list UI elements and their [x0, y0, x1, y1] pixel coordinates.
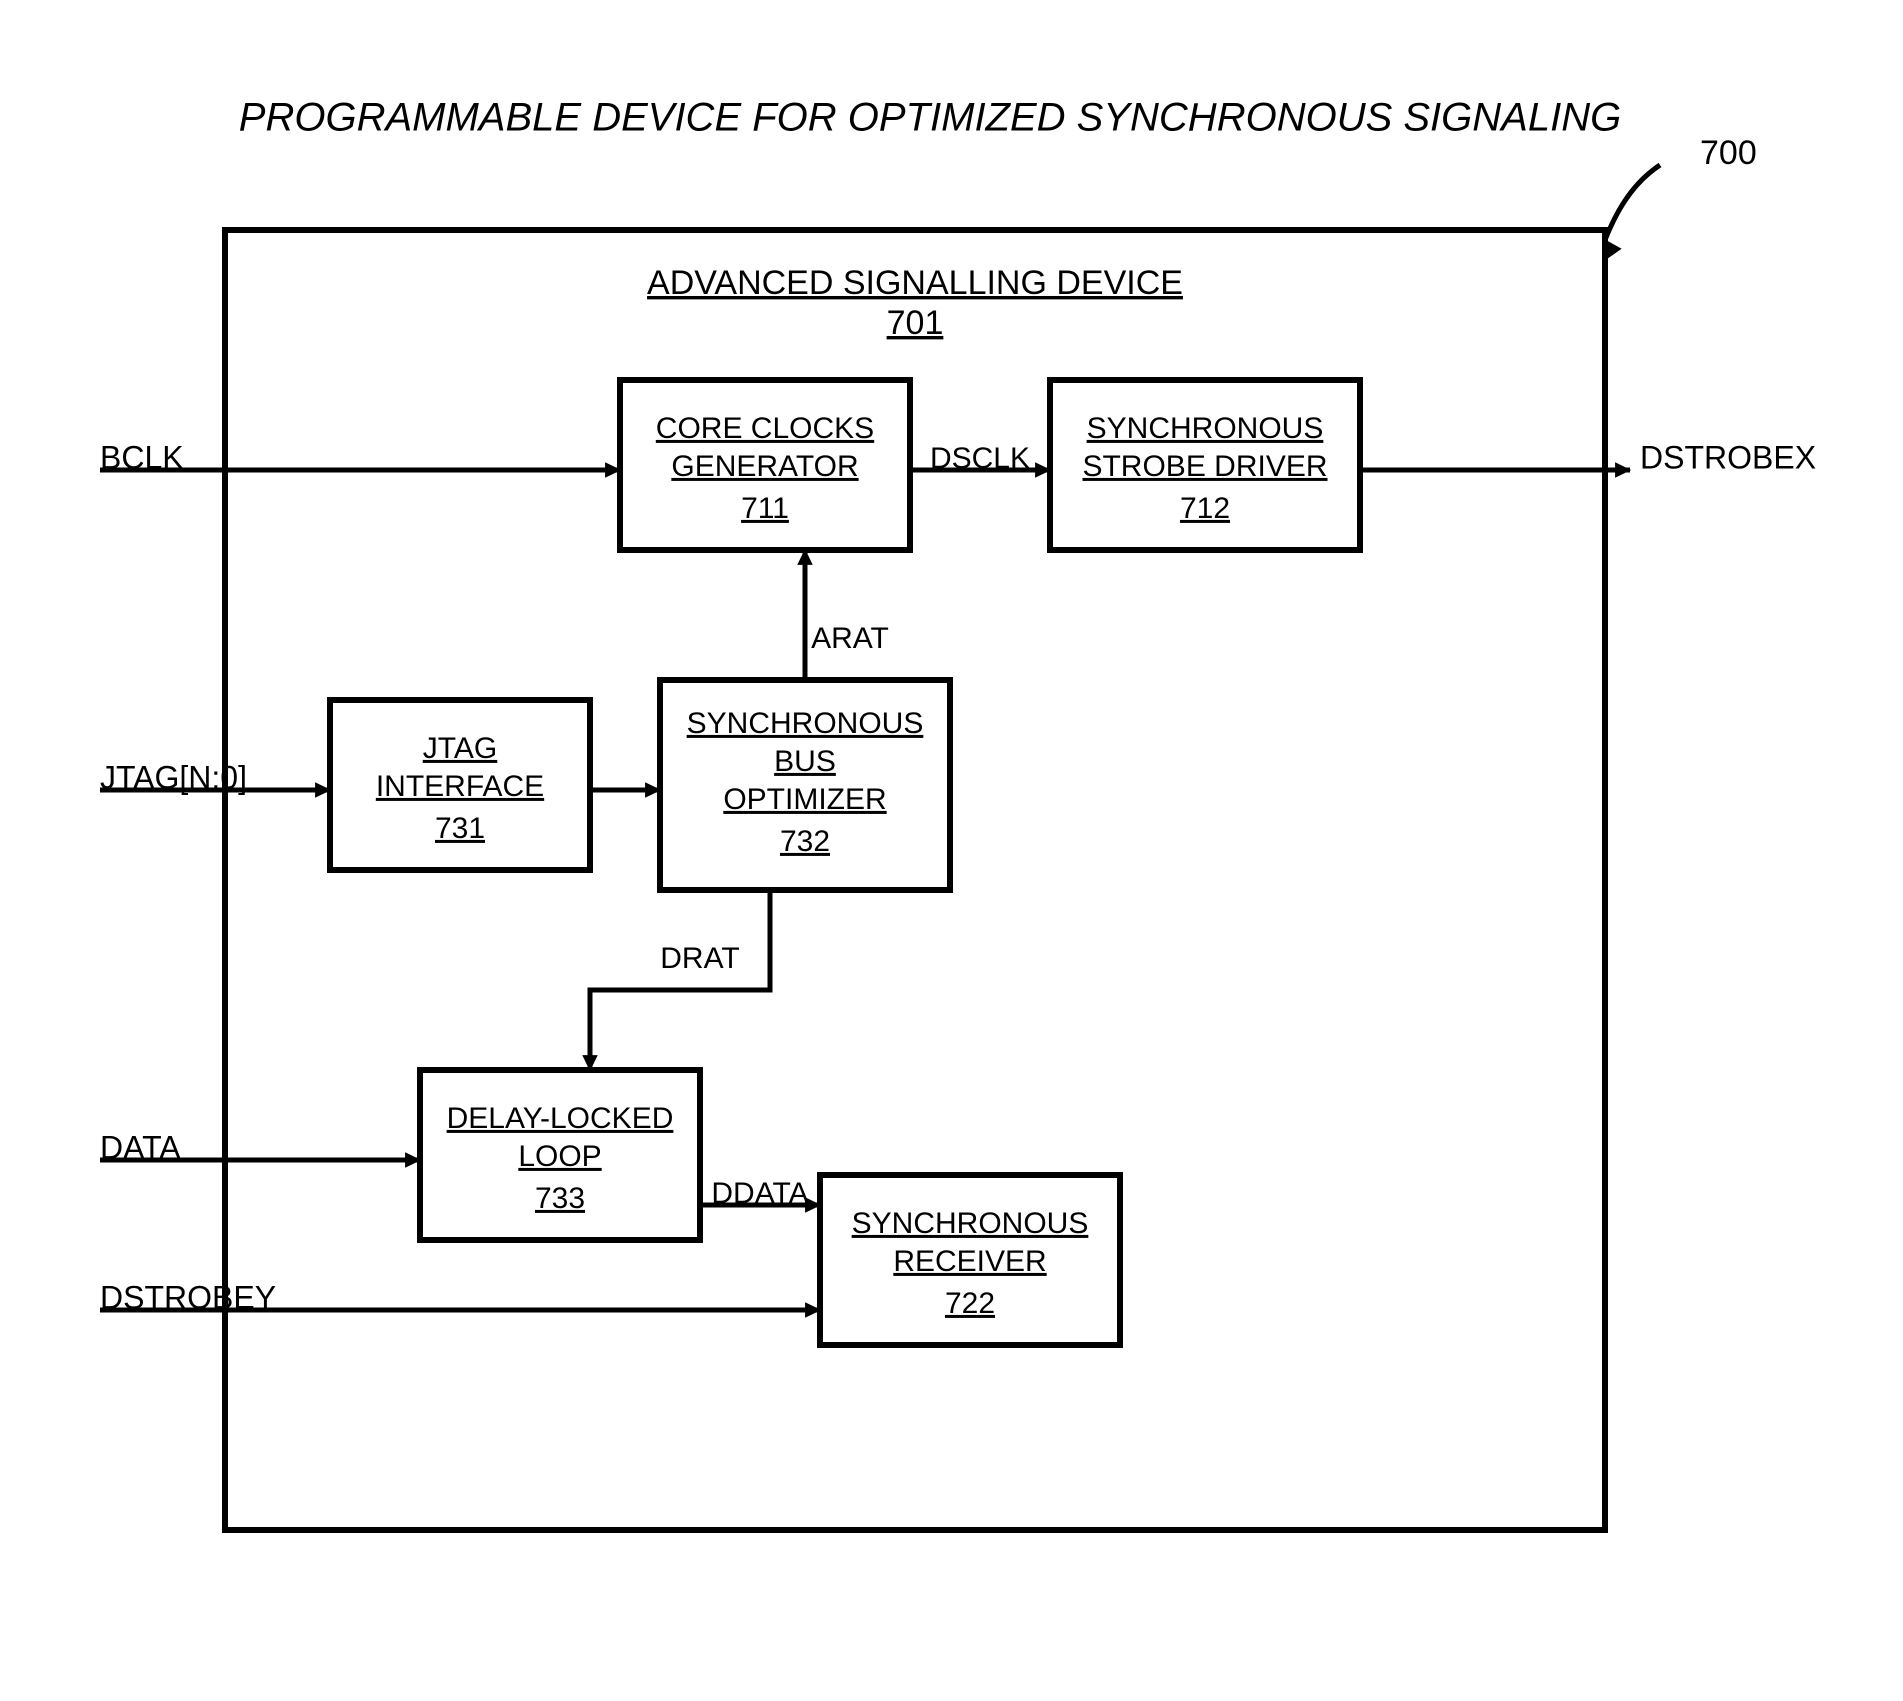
block-core_clocks-line0: CORE CLOCKS: [656, 412, 874, 445]
sig-DDATA: DDATA: [711, 1177, 808, 1210]
sig-ARAT: ARAT: [811, 622, 889, 655]
block-receiver-line2: 722: [945, 1287, 995, 1320]
ext-DSTROBEY: DSTROBEY: [100, 1279, 276, 1315]
outer-ref: 701: [887, 304, 944, 342]
block-dll-line2: 733: [535, 1182, 585, 1215]
block-receiver-line1: RECEIVER: [893, 1245, 1046, 1278]
block-bus_opt-line2: OPTIMIZER: [723, 783, 886, 816]
block-jtag_if-line1: INTERFACE: [376, 770, 544, 803]
block-bus_opt-line0: SYNCHRONOUS: [687, 707, 924, 740]
block-strobe_driver-line1: STROBE DRIVER: [1082, 450, 1327, 483]
ext-BCLK: BCLK: [100, 439, 184, 475]
block-dll-line1: LOOP: [518, 1140, 601, 1173]
block-bus_opt-line1: BUS: [774, 745, 836, 778]
outer-title: ADVANCED SIGNALLING DEVICE: [647, 264, 1183, 302]
page-title: PROGRAMMABLE DEVICE FOR OPTIMIZED SYNCHR…: [239, 96, 1621, 140]
sig-DSCLK: DSCLK: [930, 442, 1030, 475]
diagram-canvas: PROGRAMMABLE DEVICE FOR OPTIMIZED SYNCHR…: [0, 0, 1903, 1701]
block-strobe_driver-line0: SYNCHRONOUS: [1087, 412, 1324, 445]
block-dll-line0: DELAY-LOCKED: [447, 1102, 674, 1135]
sig-DRAT: DRAT: [660, 942, 739, 975]
ext-DATA: DATA: [100, 1129, 181, 1165]
block-core_clocks-line2: 711: [741, 492, 789, 525]
ext-DSTROBEX: DSTROBEX: [1640, 439, 1816, 475]
block-receiver-line0: SYNCHRONOUS: [852, 1207, 1089, 1240]
block-core_clocks-line1: GENERATOR: [671, 450, 858, 483]
block-jtag_if-line0: JTAG: [423, 732, 497, 765]
figure-ref: 700: [1700, 134, 1757, 172]
block-jtag_if-line2: 731: [435, 812, 485, 845]
ext-JTAG: JTAG[N:0]: [100, 759, 247, 795]
block-bus_opt-line3: 732: [780, 825, 830, 858]
block-strobe_driver-line2: 712: [1180, 492, 1230, 525]
